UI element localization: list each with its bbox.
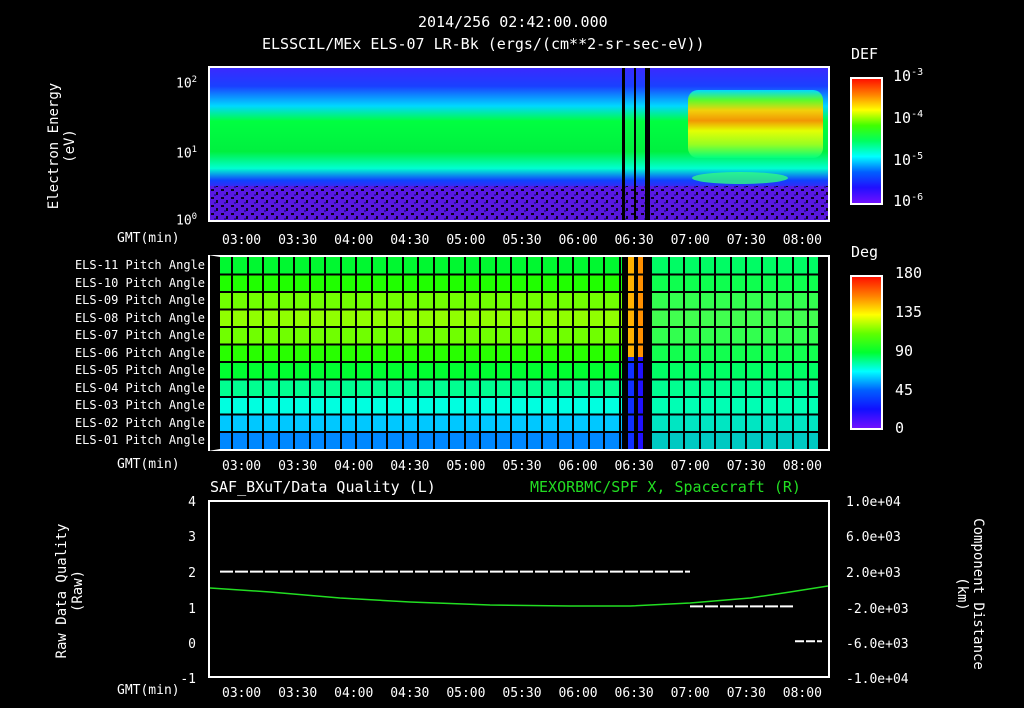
colorbar-deg-tick-45: 45 <box>895 381 914 399</box>
colorbar-deg <box>850 275 883 430</box>
panel3-frame <box>208 500 830 678</box>
timestamp-title: 2014/256 02:42:00.000 <box>418 13 608 31</box>
spf-x-series <box>210 585 828 607</box>
panel2-time-label: GMT(min) <box>117 457 180 472</box>
pitch-grid <box>220 257 820 449</box>
panel3-left-ylabel: Raw Data Quality (Raw) <box>54 523 86 659</box>
pitch-angle-plot <box>220 257 820 449</box>
colorbar-deg-tick-90: 90 <box>895 342 914 360</box>
panel3-time-label: GMT(min) <box>117 683 180 698</box>
colorbar-def-tick-3: 10-6 <box>893 192 924 210</box>
colorbar-def-tick-2: 10-5 <box>893 151 924 169</box>
panel3-right-title: MEXORBMC/SPF X, Spacecraft (R) <box>530 478 801 496</box>
colorbar-deg-title: Deg <box>851 243 879 261</box>
panel1-frame <box>208 66 830 222</box>
spectrogram-image <box>210 68 828 220</box>
colorbar-deg-tick-135: 135 <box>895 303 923 321</box>
ytick-1e0: 100 <box>176 212 198 229</box>
ytick-1e1: 101 <box>176 145 198 162</box>
panel1-title: ELSSCIL/MEx ELS-07 LR-Bk (ergs/(cm**2-sr… <box>262 35 705 53</box>
pitch-angle-image <box>220 257 820 449</box>
line-plot-svg <box>210 570 828 643</box>
colorbar-deg-tick-180: 180 <box>895 264 923 282</box>
panel3-left-yticks: 4 3 2 1 0 -1 <box>180 495 196 687</box>
colorbar-deg-tick-0: 0 <box>895 419 905 437</box>
panel3-right-yticks: 1.0e+04 6.0e+03 2.0e+03 -2.0e+03 -6.0e+0… <box>846 495 909 687</box>
panel3-right-ylabel: Component Distance (km) <box>954 518 986 670</box>
line-plot <box>210 502 828 676</box>
pitch-angle-labels: ELS-11 Pitch Angle ELS-10 Pitch Angle ELS-… <box>74 258 205 447</box>
panel3-left-title: SAF_BXuT/Data Quality (L) <box>210 478 436 496</box>
panel2-time-ticks: 03:00 03:30 04:00 04:30 05:00 05:30 06:00 06:30… <box>222 459 822 474</box>
panel2-frame <box>208 255 830 451</box>
spectrogram-plot <box>210 68 828 220</box>
colorbar-def <box>850 77 883 205</box>
panel1-time-ticks: 03:00 03:30 04:00 04:30 05:00 05:30 06:00 06:30… <box>222 233 822 248</box>
colorbar-def-tick-1: 10-4 <box>893 109 924 127</box>
panel1-ylabel: Electron Energy (eV) <box>46 82 78 210</box>
panel3-time-ticks: 03:00 03:30 04:00 04:30 05:00 05:30 06:00 06:30… <box>222 686 822 701</box>
colorbar-def-tick-0: 10-3 <box>893 67 924 85</box>
colorbar-def-title: DEF <box>851 45 879 63</box>
panel2-left-border <box>208 255 210 451</box>
ytick-1e2: 102 <box>176 75 198 92</box>
panel1-time-label: GMT(min) <box>117 231 180 246</box>
